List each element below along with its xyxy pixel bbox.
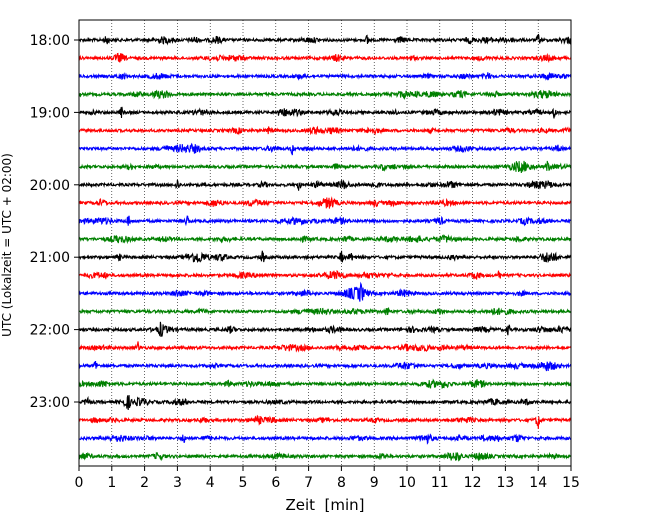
seismic-trace <box>78 106 572 119</box>
seismic-trace <box>78 89 572 101</box>
x-axis-title: Zeit [min] <box>285 496 364 514</box>
y-tick-label: 20:00 <box>30 178 70 194</box>
x-tick-label: 1 <box>107 475 116 491</box>
seismic-trace <box>78 269 572 280</box>
plot-frame <box>78 19 572 467</box>
seismic-trace <box>78 433 572 445</box>
x-tick-label: 11 <box>431 475 449 491</box>
x-tick-label: 14 <box>529 475 547 491</box>
seismic-trace <box>78 451 572 462</box>
seismic-trace <box>78 52 572 64</box>
seismic-trace <box>78 281 572 302</box>
seismic-trace <box>78 215 572 227</box>
y-tick-label: 23:00 <box>30 395 70 411</box>
y-tick-label: 19:00 <box>30 105 70 121</box>
seismic-trace <box>78 160 572 174</box>
seismic-trace <box>78 414 572 429</box>
y-tick-label: 22:00 <box>30 323 70 339</box>
x-tick-label: 3 <box>173 475 182 491</box>
x-tick-label: 15 <box>562 475 580 491</box>
y-axis: 18:00 19:00 20:00 21:00 22:00 23:00 <box>30 33 79 411</box>
x-tick-label: 8 <box>337 475 346 491</box>
seismic-trace <box>78 307 572 316</box>
seismic-trace <box>78 250 572 264</box>
x-tick-label: 9 <box>370 475 379 491</box>
vertical-grid <box>111 20 539 466</box>
seismic-trace <box>78 125 572 136</box>
x-axis: 0 1 2 3 4 5 6 7 8 9 10 11 12 13 14 15 <box>75 466 580 491</box>
x-tick-label: 6 <box>271 475 280 491</box>
seismic-trace <box>78 33 572 46</box>
y-tick-label: 21:00 <box>30 250 70 266</box>
y-axis-title: UTC (Lokalzeit = UTC + 02:00) <box>0 153 14 337</box>
seismic-trace <box>78 341 572 353</box>
seismic-trace <box>78 71 572 81</box>
x-tick-label: 13 <box>496 475 514 491</box>
x-tick-label: 2 <box>140 475 149 491</box>
seismic-trace <box>78 395 572 410</box>
x-tick-label: 12 <box>464 475 482 491</box>
seismic-trace <box>78 234 572 245</box>
seismic-trace <box>78 321 572 338</box>
seismic-trace <box>78 361 572 372</box>
x-tick-label: 4 <box>206 475 215 491</box>
trace-layer <box>78 33 572 462</box>
x-tick-label: 0 <box>75 475 84 491</box>
x-tick-label: 10 <box>398 475 416 491</box>
y-tick-label: 18:00 <box>30 33 70 49</box>
seismic-trace <box>78 142 572 156</box>
seismic-trace <box>78 378 572 389</box>
x-tick-label: 7 <box>304 475 313 491</box>
seismic-trace <box>78 179 572 191</box>
seismic-trace <box>78 196 572 209</box>
x-tick-label: 5 <box>239 475 248 491</box>
